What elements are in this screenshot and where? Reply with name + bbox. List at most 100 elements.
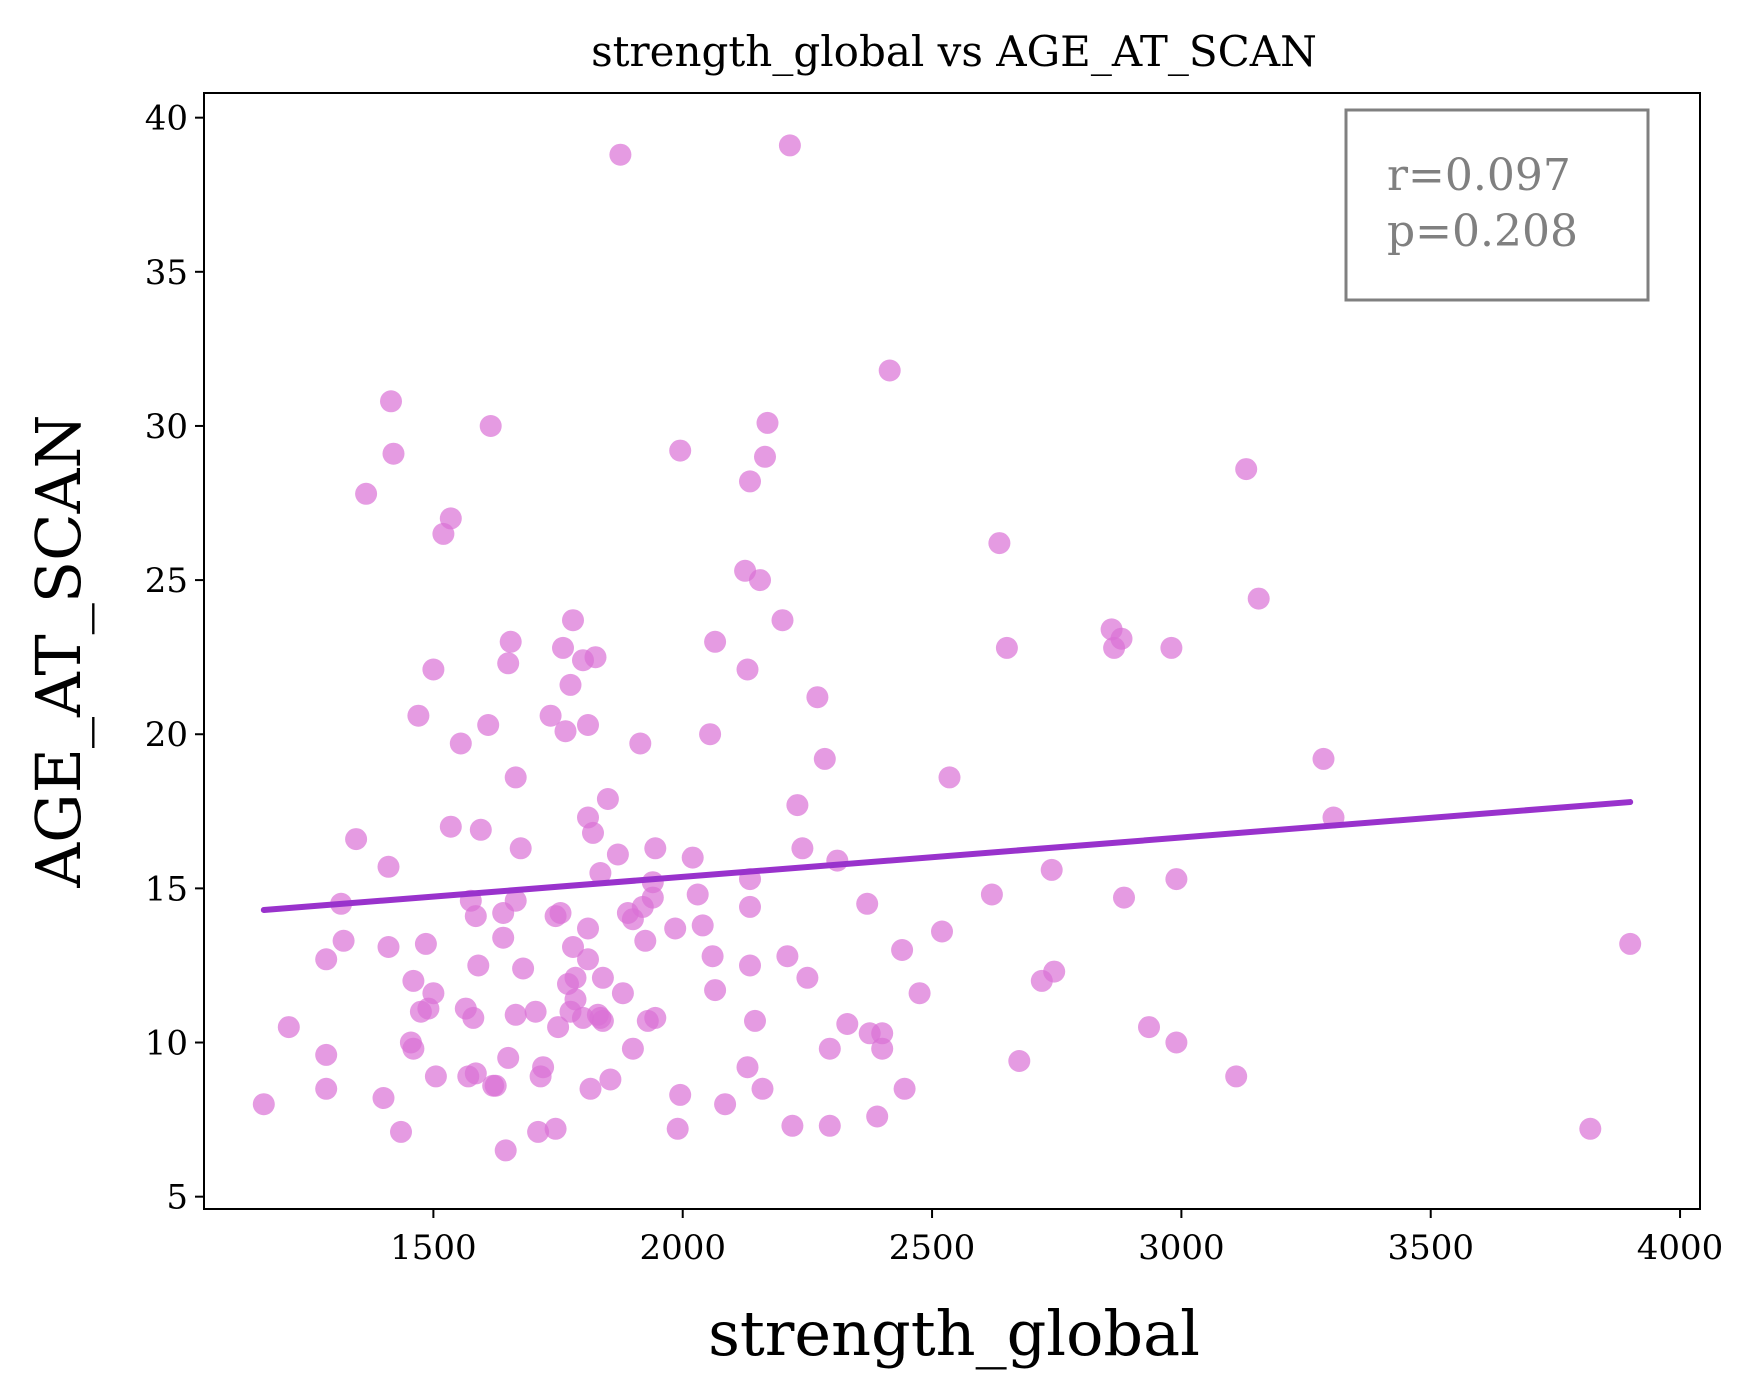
data-point [532,1056,555,1079]
data-point [591,1009,614,1032]
data-point [1138,1016,1160,1039]
data-point [402,969,425,992]
data-point [499,630,522,653]
data-point [577,917,599,940]
data-point [564,966,587,989]
data-point [739,895,761,918]
data-point [736,658,759,681]
data-point [504,766,527,789]
data-point [609,143,632,166]
data-point [739,954,761,977]
data-point [547,1016,570,1039]
x-tick-label: 2000 [639,1228,726,1268]
x-tick-label: 2500 [889,1228,976,1268]
data-point [422,982,445,1005]
data-point [776,945,799,968]
x-tick-label: 3500 [1387,1228,1474,1268]
data-point [836,1013,859,1035]
data-point [931,920,953,943]
data-point [544,1117,567,1140]
data-point [641,886,664,909]
data-point [1008,1050,1031,1072]
data-point [666,1117,689,1140]
data-point [756,411,779,434]
data-point [1160,636,1183,659]
data-point [739,470,761,493]
data-point [818,1114,841,1137]
points-layer [252,134,1642,1162]
data-point [621,1037,644,1060]
data-point [564,988,587,1011]
data-point [744,1009,766,1032]
data-point [315,1043,338,1066]
data-point [469,818,492,841]
data-point [464,1062,487,1085]
data-point [345,828,368,851]
data-point [252,1093,275,1116]
data-point [577,714,599,736]
data-point [477,714,500,736]
data-point [791,837,814,860]
data-point [549,902,572,924]
regression-line [260,799,1634,913]
x-tick-label: 3000 [1138,1228,1225,1268]
data-point [669,1083,692,1106]
data-point [988,532,1011,555]
p-value-text: p=0.208 [1387,206,1578,257]
data-point [332,929,355,952]
x-tick-label: 4000 [1637,1228,1724,1268]
y-axis: 5 10 15 20 25 30 35 40 [145,99,204,1218]
data-point [591,966,614,989]
data-point [380,390,402,413]
data-point [1110,627,1133,650]
data-point [504,889,527,912]
data-point [422,658,445,681]
data-point [826,849,849,872]
y-tick-label: 40 [145,99,188,139]
y-tick-label: 20 [145,715,188,755]
correlation-text: r=0.097 [1387,150,1571,201]
chart-title: strength_global vs AGE_AT_SCAN [591,27,1317,76]
x-tick-label: 1500 [390,1228,477,1268]
data-point [1579,1117,1602,1140]
data-point [781,1114,804,1137]
data-point [479,415,502,437]
data-point [1225,1065,1248,1088]
data-point [806,686,829,709]
data-point [749,569,771,592]
data-point [355,482,378,505]
data-point [552,636,574,659]
y-tick-label: 5 [166,1178,188,1218]
data-point [494,1139,517,1162]
data-point [611,982,634,1005]
data-point [681,846,704,869]
data-point [559,673,582,696]
data-point [699,723,722,746]
data-point [462,1006,485,1029]
data-point [771,609,794,632]
data-point [527,1120,550,1143]
data-point [596,788,619,810]
data-point [492,926,515,949]
x-axis: 1500 2000 2500 3000 3500 4000 [390,1209,1723,1268]
data-point [524,1000,547,1023]
data-point [704,630,727,653]
data-point [1043,960,1066,983]
plot-area [203,92,1701,1210]
data-point [891,939,914,961]
data-point [856,892,879,915]
data-point [938,766,961,789]
data-point [1165,1031,1188,1054]
data-point [736,1056,759,1079]
data-point [372,1087,395,1109]
y-tick-label: 15 [145,869,188,909]
data-point [751,1077,774,1100]
data-point [315,948,338,971]
data-point [818,1037,841,1060]
data-point [277,1016,300,1039]
data-point [786,794,809,817]
data-point [539,704,562,727]
data-point [754,445,776,468]
data-point [1113,886,1135,909]
